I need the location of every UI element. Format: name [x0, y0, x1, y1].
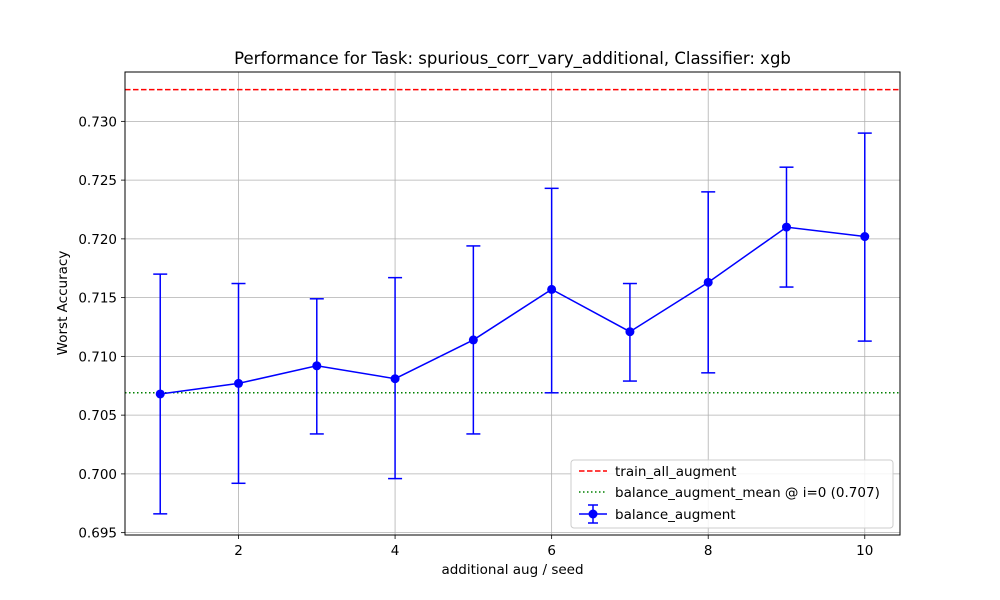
data-point	[547, 284, 557, 294]
chart-title: Performance for Task: spurious_corr_vary…	[234, 49, 791, 69]
balance-augment-line	[160, 226, 865, 395]
data-point	[155, 389, 165, 399]
x-tick-label: 8	[704, 543, 713, 559]
data-point	[234, 378, 244, 388]
x-tick-label: 2	[234, 543, 243, 559]
x-axis-label: additional aug / seed	[441, 562, 583, 578]
legend-label-balance-augment: balance_augment	[615, 507, 736, 523]
data-point	[312, 361, 322, 371]
y-tick-label: 0.725	[78, 173, 117, 189]
x-tick-label: 4	[391, 543, 400, 559]
y-axis-label: Worst Accuracy	[55, 251, 71, 356]
legend-label-train-all-augment: train_all_augment	[615, 464, 736, 480]
data-point	[781, 222, 791, 232]
x-tick-label: 6	[547, 543, 556, 559]
x-tick-label: 10	[856, 543, 873, 559]
y-tick-label: 0.730	[78, 114, 117, 130]
reference-lines	[125, 88, 900, 394]
legend: train_all_augment balance_augment_mean @…	[570, 459, 894, 529]
y-tick-label: 0.700	[78, 467, 117, 483]
y-tick-label: 0.715	[78, 291, 117, 307]
data-point	[703, 277, 713, 287]
y-tick-label: 0.720	[78, 232, 117, 248]
y-axis-ticks: 0.695 0.700 0.705 0.710 0.715 0.720 0.725 0.730	[78, 114, 125, 542]
y-tick-label: 0.710	[78, 349, 117, 365]
data-point	[625, 327, 635, 337]
data-point	[468, 335, 478, 345]
y-tick-label: 0.705	[78, 408, 117, 424]
legend-swatch-marker	[588, 509, 598, 519]
plot-series	[153, 132, 872, 515]
data-point	[860, 232, 870, 242]
plot-frame	[124, 71, 901, 536]
legend-label-balance-augment-mean: balance_augment_mean @ i=0 (0.707)	[615, 485, 880, 501]
x-axis-ticks: 2 4 6 8 10	[234, 535, 873, 559]
data-point	[390, 374, 400, 384]
legend-frame	[570, 459, 894, 529]
y-tick-label: 0.695	[78, 526, 117, 542]
